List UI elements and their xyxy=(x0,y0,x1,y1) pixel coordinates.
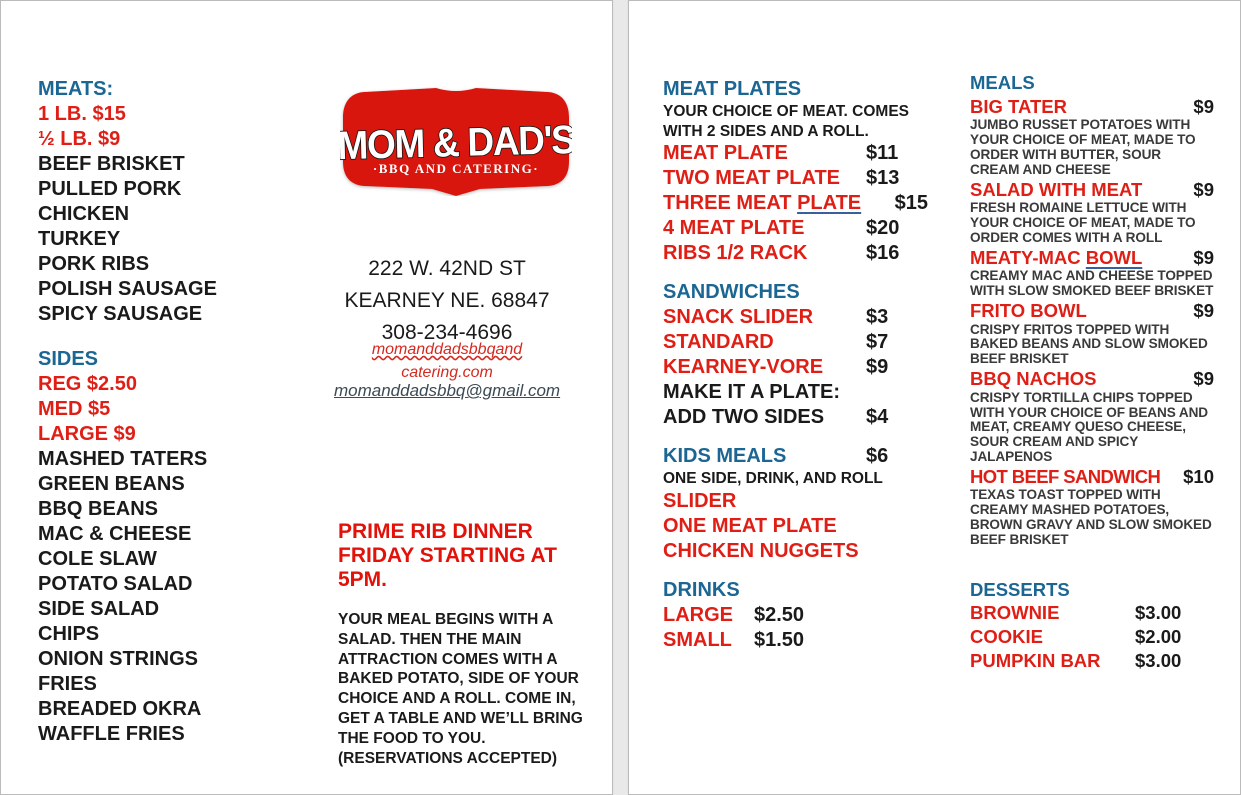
svg-text:·BBQ AND CATERING·: ·BBQ AND CATERING· xyxy=(373,161,539,176)
